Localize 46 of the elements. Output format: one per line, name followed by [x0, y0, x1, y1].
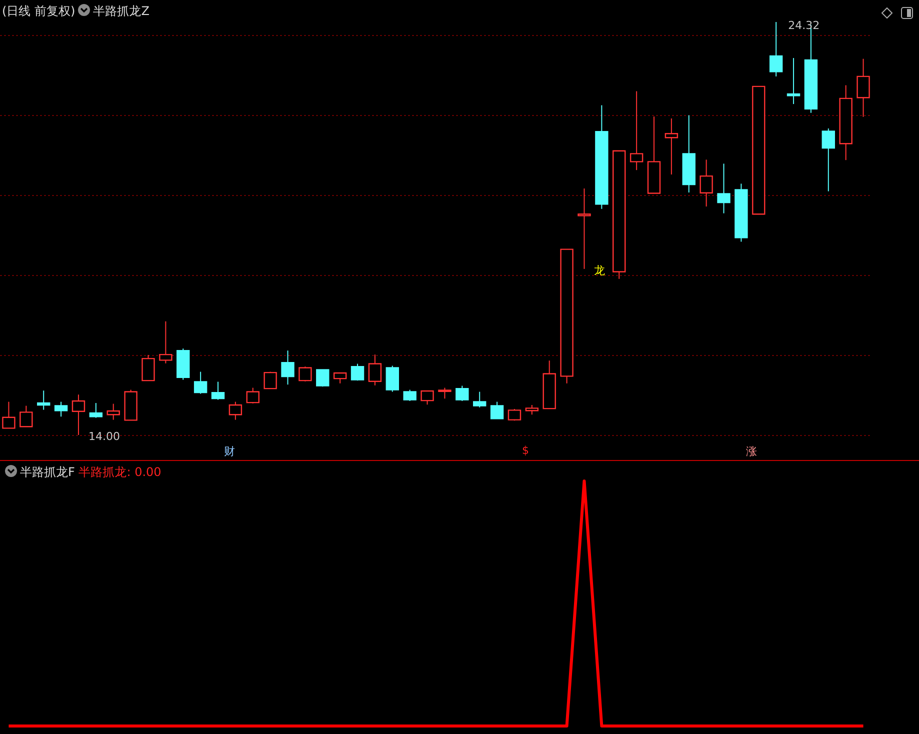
candlestick — [630, 90, 644, 171]
text: 涨 — [746, 444, 757, 459]
candlestick — [211, 381, 225, 400]
candlestick — [490, 401, 504, 420]
candlestick — [89, 402, 103, 418]
candlestick — [786, 58, 800, 105]
candlestick — [333, 372, 347, 384]
candlestick — [525, 404, 539, 416]
candlestick — [368, 354, 382, 386]
candlestick — [420, 390, 434, 406]
candlestick — [350, 363, 364, 382]
candlestick — [769, 22, 783, 77]
candlestick — [246, 387, 260, 404]
candlestick — [54, 401, 68, 418]
chart-title: (日线 前复权) — [2, 4, 76, 18]
candlestick — [20, 405, 33, 428]
candlestick — [438, 387, 452, 400]
text: 财 — [224, 444, 235, 459]
candlestick — [700, 159, 713, 207]
candlestick — [159, 320, 172, 364]
candlestick — [403, 389, 416, 402]
candlestick — [822, 128, 835, 192]
candlestick — [281, 350, 294, 386]
candlestick — [264, 371, 277, 390]
chart-title: 半路抓龙F — [20, 465, 75, 479]
annotation: 14.00 — [88, 430, 120, 443]
candlestick — [194, 371, 208, 394]
candlestick — [386, 365, 399, 392]
candlestick — [664, 118, 678, 175]
candlestick — [228, 401, 242, 420]
annotation: 24.32 — [788, 19, 820, 32]
chart-subtitle: 半路抓龙Z — [93, 4, 150, 18]
candlestick — [72, 394, 86, 436]
candlestick — [316, 369, 330, 388]
candlestick — [578, 188, 591, 270]
candlestick — [717, 163, 730, 214]
candlestick — [456, 385, 469, 402]
candlestick — [106, 403, 120, 420]
annotation: 龙 — [594, 264, 606, 277]
candlestick — [37, 390, 50, 410]
candlestick — [142, 354, 155, 382]
candlestick — [298, 366, 312, 382]
text: $ — [522, 444, 529, 457]
candlestick — [856, 58, 870, 118]
candlestick — [473, 391, 486, 408]
text: 半路抓龙: 0.00 — [78, 465, 162, 479]
